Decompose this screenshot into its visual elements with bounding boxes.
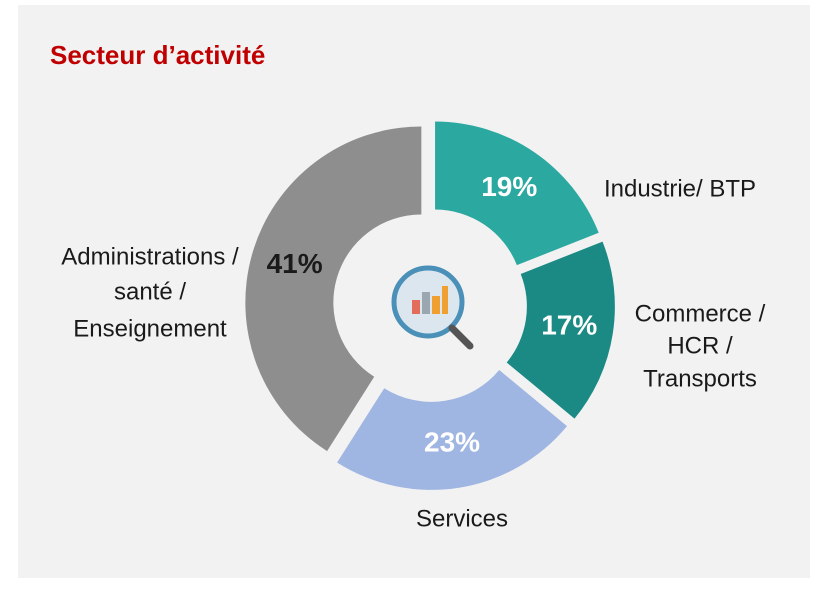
donut-segment [245, 126, 422, 452]
category-label: Services [416, 505, 508, 532]
value-label: 23% [424, 427, 480, 458]
chart-title: Secteur d’activité [50, 40, 265, 70]
donut-segment [435, 121, 599, 266]
category-label: Enseignement [73, 315, 227, 342]
value-label: 19% [481, 171, 537, 202]
center-icon [391, 265, 474, 350]
category-label: Industrie/ BTP [604, 175, 756, 202]
category-label: HCR / [667, 332, 733, 359]
category-label: Commerce / [635, 300, 766, 327]
category-label: Transports [643, 365, 757, 392]
value-label: 17% [541, 309, 597, 340]
donut-segment [337, 369, 568, 490]
value-label: 41% [267, 248, 323, 279]
category-label: santé / [114, 278, 186, 305]
donut-segment [506, 241, 615, 419]
category-label: Administrations / [61, 243, 239, 270]
